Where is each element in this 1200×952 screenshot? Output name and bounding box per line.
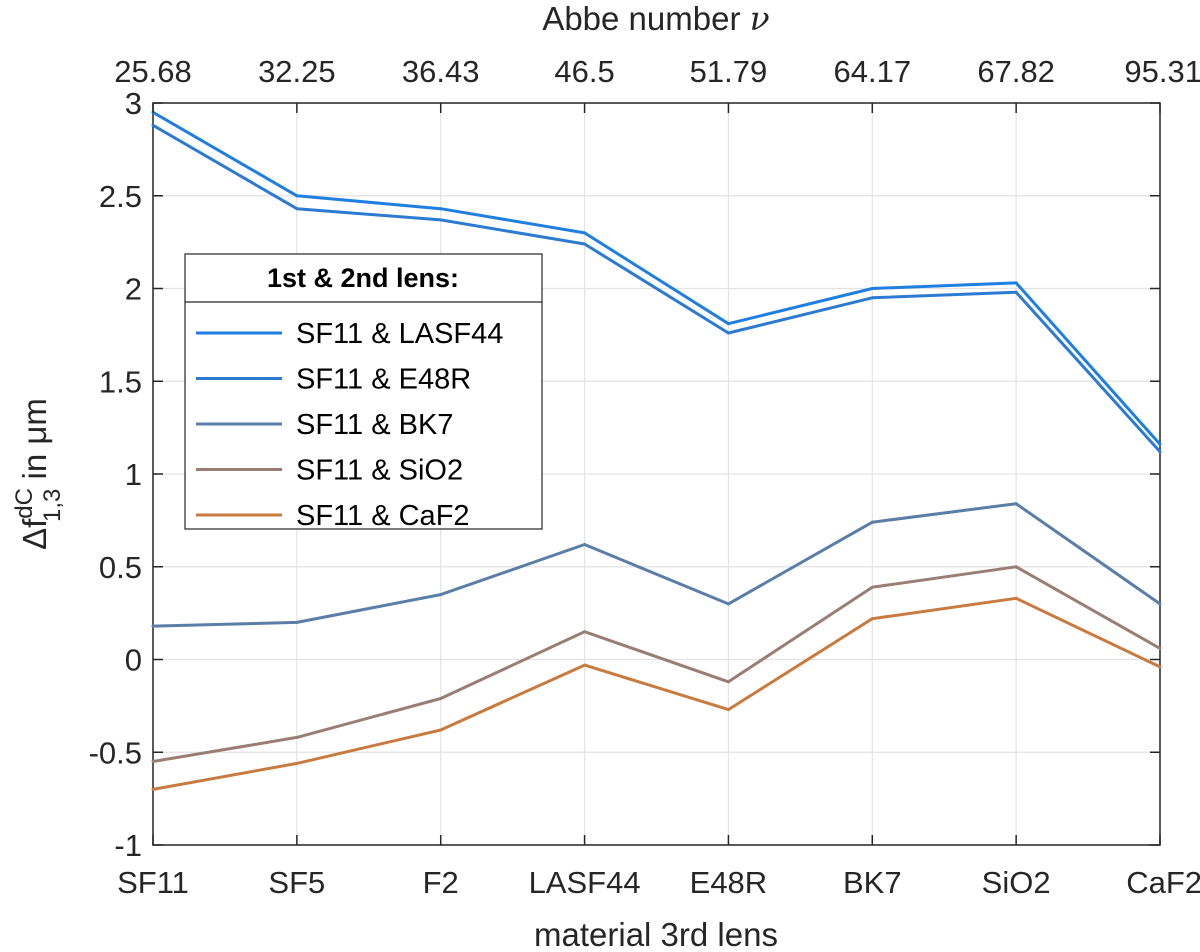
legend-label: SF11 & LASF44 <box>296 318 503 350</box>
y-tick-label: 0 <box>125 643 142 678</box>
y-axis-sub: 1,3 <box>39 489 66 522</box>
legend-item: SF11 & BK7 <box>196 409 453 441</box>
data-point <box>726 322 730 326</box>
y-axis-delta: Δf <box>16 518 53 550</box>
x-tick-label: LASF44 <box>529 865 641 900</box>
y-tick-label: 3 <box>125 86 142 121</box>
y-tick-label: 1 <box>125 457 142 492</box>
data-point <box>583 242 587 246</box>
series-line <box>152 596 1161 791</box>
data-point <box>295 761 299 765</box>
data-point <box>1158 665 1162 669</box>
data-point <box>295 620 299 624</box>
data-point <box>439 728 443 732</box>
y-axis-sup: dC <box>11 488 38 519</box>
series-layer <box>151 110 1162 791</box>
legend-item: SF11 & CaF2 <box>196 500 470 532</box>
data-point <box>151 624 155 628</box>
data-point <box>1014 565 1018 569</box>
y-axis-title: ΔfdC1,3 in μm <box>11 398 66 550</box>
data-point <box>583 663 587 667</box>
y-tick-label: 0.5 <box>99 550 142 585</box>
data-point <box>1158 602 1162 606</box>
data-point <box>726 680 730 684</box>
legend-label: SF11 & E48R <box>296 364 471 396</box>
x2-tick-label: 25.68 <box>114 54 192 89</box>
x-tick-label: F2 <box>423 865 459 900</box>
y-tick-label: 1.5 <box>99 364 142 399</box>
y-axis-suffix: in μm <box>16 398 53 489</box>
legend-item: SF11 & E48R <box>196 364 471 396</box>
data-point <box>870 296 874 300</box>
data-point <box>1014 502 1018 506</box>
data-point <box>295 194 299 198</box>
data-point <box>295 207 299 211</box>
x-tick-label: SF5 <box>268 865 325 900</box>
data-point <box>870 617 874 621</box>
legend-items: SF11 & LASF44 SF11 & E48R SF11 & BK7 SF11 &… <box>196 318 503 532</box>
data-point <box>583 630 587 634</box>
tick-layer: SF11 25.68 SF5 32.25 F2 36.43 LASF44 46.5 E48R 51… <box>89 54 1200 900</box>
data-point <box>1158 442 1162 446</box>
data-point <box>726 708 730 712</box>
series-line <box>152 111 1162 446</box>
series-line <box>152 502 1161 628</box>
data-point <box>439 697 443 700</box>
x2-tick-label: 64.17 <box>833 54 911 89</box>
x2-tick-label: 32.25 <box>258 54 336 89</box>
data-point <box>583 543 587 546</box>
data-point <box>151 760 155 763</box>
data-point <box>870 287 874 290</box>
legend-label: SF11 & SiO2 <box>296 455 463 487</box>
y-tick-label: 2 <box>125 272 142 307</box>
legend: 1st & 2nd lens: SF11 & LASF44 SF11 & E48R… <box>184 253 543 532</box>
series-line <box>152 124 1162 453</box>
data-point <box>439 218 443 222</box>
x-axis-title: material 3rd lens <box>534 916 778 952</box>
data-point <box>1014 596 1018 600</box>
data-point <box>1014 281 1018 285</box>
data-point <box>1014 290 1018 294</box>
legend-label: SF11 & BK7 <box>296 409 453 441</box>
x-tick-label: BK7 <box>843 865 902 900</box>
x-tick-label: SiO2 <box>982 865 1051 900</box>
legend-title: 1st & 2nd lens: <box>267 263 459 293</box>
data-point <box>295 735 299 739</box>
legend-item: SF11 & SiO2 <box>196 455 463 487</box>
x2-axis-symbol: ν <box>750 0 770 38</box>
x2-tick-label: 95.31 <box>1124 54 1200 89</box>
data-point <box>1158 646 1162 650</box>
data-point <box>1158 450 1162 454</box>
x2-tick-label: 51.79 <box>690 54 768 89</box>
legend-box <box>184 253 543 530</box>
legend-item: SF11 & LASF44 <box>196 318 503 350</box>
data-point <box>439 593 443 597</box>
data-point <box>151 123 155 127</box>
data-point <box>151 787 155 791</box>
data-point <box>726 602 730 606</box>
y-tick-label: -1 <box>114 828 142 863</box>
data-point <box>439 207 443 211</box>
legend-label: SF11 & CaF2 <box>296 500 470 532</box>
data-point <box>583 231 587 235</box>
series-line <box>152 565 1161 763</box>
data-point <box>870 520 874 524</box>
x-tick-label: CaF2 <box>1126 865 1200 900</box>
y-tick-label: -0.5 <box>89 735 142 770</box>
x2-tick-label: 36.43 <box>402 54 480 89</box>
x2-tick-label: 46.5 <box>554 54 614 89</box>
data-point <box>726 331 730 335</box>
y-tick-label: 2.5 <box>99 179 142 214</box>
x2-tick-label: 67.82 <box>977 54 1055 89</box>
data-point <box>870 585 874 589</box>
x-tick-label: E48R <box>690 865 768 900</box>
x2-axis-title: Abbe number ν <box>542 0 769 38</box>
x-tick-label: SF11 <box>117 865 189 900</box>
